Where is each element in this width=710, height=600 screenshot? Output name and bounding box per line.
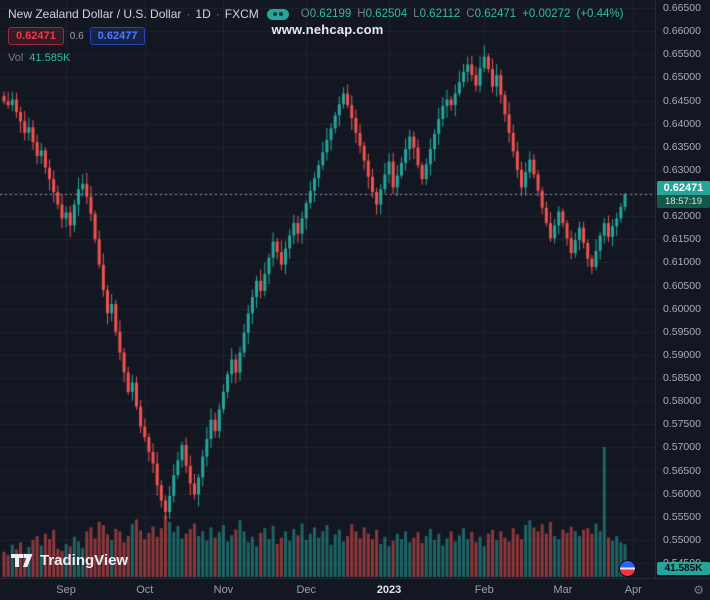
time-tick-label: 2023 [376, 584, 402, 596]
price-axis[interactable]: 0.62471 18:57:19 41.585K 0.66500 0.66000 0… [655, 0, 710, 578]
volume-study-value: 41.585K [29, 52, 71, 64]
price-chart-canvas[interactable] [0, 0, 655, 578]
price-tick-label: 0.58500 [663, 372, 701, 384]
time-tick-label: Nov [213, 584, 234, 596]
price-tick-label: 0.60000 [663, 302, 701, 315]
exchange-label[interactable]: FXCM [224, 7, 259, 21]
ohlc-readout: O0.62199 H0.62504 L0.62112 C0.62471 +0.0… [301, 8, 624, 20]
price-tick-label: 0.59000 [663, 348, 701, 361]
change-percent: (+0.44%) [576, 8, 624, 20]
price-tick-label: 0.55500 [663, 510, 701, 523]
price-tick-label: 0.57000 [663, 441, 701, 454]
sell-price-button[interactable]: 0.62471 [8, 27, 64, 45]
change-value: +0.00272 [522, 8, 571, 20]
close-value: 0.62471 [474, 8, 517, 20]
bar-countdown: 18:57:19 [657, 195, 710, 209]
price-tick-label: 0.58000 [663, 395, 701, 408]
watermark: www.nehcap.com [271, 22, 384, 37]
live-indicator-icon [266, 8, 289, 20]
price-tick-label: 0.65500 [663, 48, 701, 61]
tradingview-logo[interactable]: TradingView [10, 552, 128, 569]
price-tick-label: 0.64000 [663, 117, 701, 130]
chart-legend: New Zealand Dollar / U.S. Dollar · 1D · … [8, 7, 623, 64]
price-tick-label: 0.59500 [663, 325, 701, 338]
tradingview-logo-text: TradingView [40, 552, 129, 569]
high-value: 0.62504 [365, 8, 408, 20]
price-tick-label: 0.64500 [663, 94, 701, 107]
low-label: L [413, 8, 420, 20]
price-tick-label: 0.61000 [663, 256, 701, 269]
price-tick-label: 0.65000 [663, 71, 701, 84]
separator: · [186, 7, 191, 21]
symbol-title[interactable]: New Zealand Dollar / U.S. Dollar [8, 7, 182, 21]
price-tick-label: 0.66500 [663, 2, 701, 14]
time-tick-label: Sep [56, 584, 76, 596]
tradingview-logo-icon [11, 554, 33, 567]
open-value: 0.62199 [309, 8, 352, 20]
volume-study-label[interactable]: Vol [8, 52, 24, 64]
interval-label[interactable]: 1D [195, 7, 211, 21]
time-tick-label: Mar [553, 584, 573, 596]
last-price-label[interactable]: 0.62471 18:57:19 [657, 181, 710, 209]
low-value: 0.62112 [419, 8, 461, 20]
high-label: H [357, 8, 366, 20]
time-tick-label: Apr [624, 584, 642, 596]
price-tick-label: 0.55000 [663, 533, 701, 546]
last-price-value: 0.62471 [657, 181, 710, 196]
volume-axis-label: 41.585K [657, 562, 710, 575]
price-tick-label: 0.60500 [663, 279, 701, 292]
axis-settings-gear-icon[interactable]: ⚙ [693, 583, 704, 597]
separator: · [215, 7, 220, 21]
price-tick-label: 0.56000 [663, 487, 701, 500]
price-tick-label: 0.61500 [663, 233, 701, 246]
time-tick-label: Dec [296, 584, 316, 596]
economic-event-icon[interactable] [619, 560, 636, 577]
time-tick-label: Oct [136, 584, 154, 596]
time-axis[interactable]: ⚙ Sep Oct Nov Dec 2023 Feb Mar Apr [0, 578, 710, 600]
open-label: O [300, 8, 310, 20]
price-tick-label: 0.63000 [663, 163, 701, 176]
spread-label: 0.6 [69, 30, 84, 42]
close-label: C [466, 8, 475, 20]
time-tick-label: Feb [474, 584, 494, 596]
price-tick-label: 0.57500 [663, 418, 701, 431]
price-tick-label: 0.62000 [663, 210, 701, 223]
price-tick-label: 0.63500 [663, 140, 701, 153]
buy-price-button[interactable]: 0.62477 [89, 27, 146, 45]
price-tick-label: 0.66000 [663, 25, 701, 38]
price-tick-label: 0.56500 [663, 464, 701, 477]
